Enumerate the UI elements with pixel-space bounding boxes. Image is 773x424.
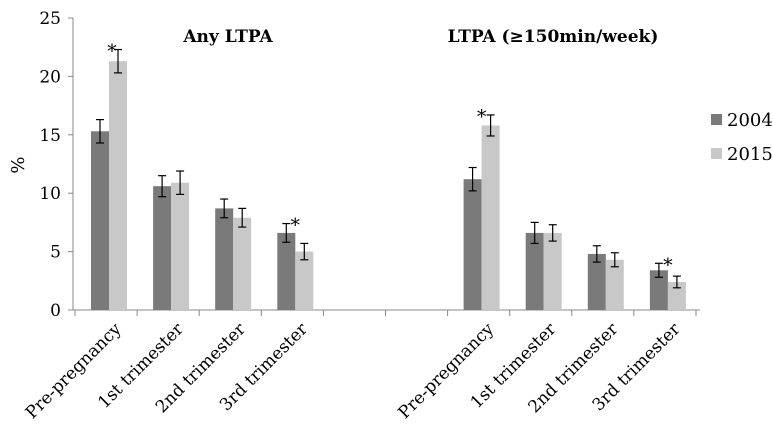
bar (481, 125, 500, 311)
y-tick-label: 20 (39, 67, 61, 87)
legend-swatch (711, 148, 722, 159)
bar (587, 253, 606, 310)
y-axis-title: % (8, 156, 29, 173)
bar (233, 217, 252, 310)
bar (277, 232, 296, 310)
bar (463, 179, 482, 310)
y-tick-label: 25 (39, 9, 61, 29)
bar (91, 131, 109, 310)
significance-marker: * (477, 106, 487, 128)
bar (215, 208, 234, 310)
bar (295, 251, 314, 310)
bar (525, 232, 544, 310)
bar (171, 182, 190, 310)
bar (667, 281, 686, 310)
legend-label: 2004 (727, 110, 773, 131)
bar (153, 186, 172, 310)
significance-marker: * (291, 215, 301, 237)
y-tick-label: 10 (39, 184, 61, 204)
panel-title: LTPA (≥150min/week) (448, 27, 659, 47)
y-tick-label: 5 (50, 243, 61, 263)
bar (109, 61, 127, 310)
panel-title: Any LTPA (182, 27, 273, 47)
legend-swatch (711, 114, 722, 125)
bar (649, 270, 668, 310)
y-tick-label: 15 (39, 126, 61, 146)
bar (543, 232, 562, 310)
y-tick-label: 0 (50, 301, 61, 321)
bar (605, 259, 624, 310)
significance-marker: * (107, 41, 117, 63)
significance-marker: * (663, 254, 673, 276)
legend-label: 2015 (727, 144, 773, 165)
